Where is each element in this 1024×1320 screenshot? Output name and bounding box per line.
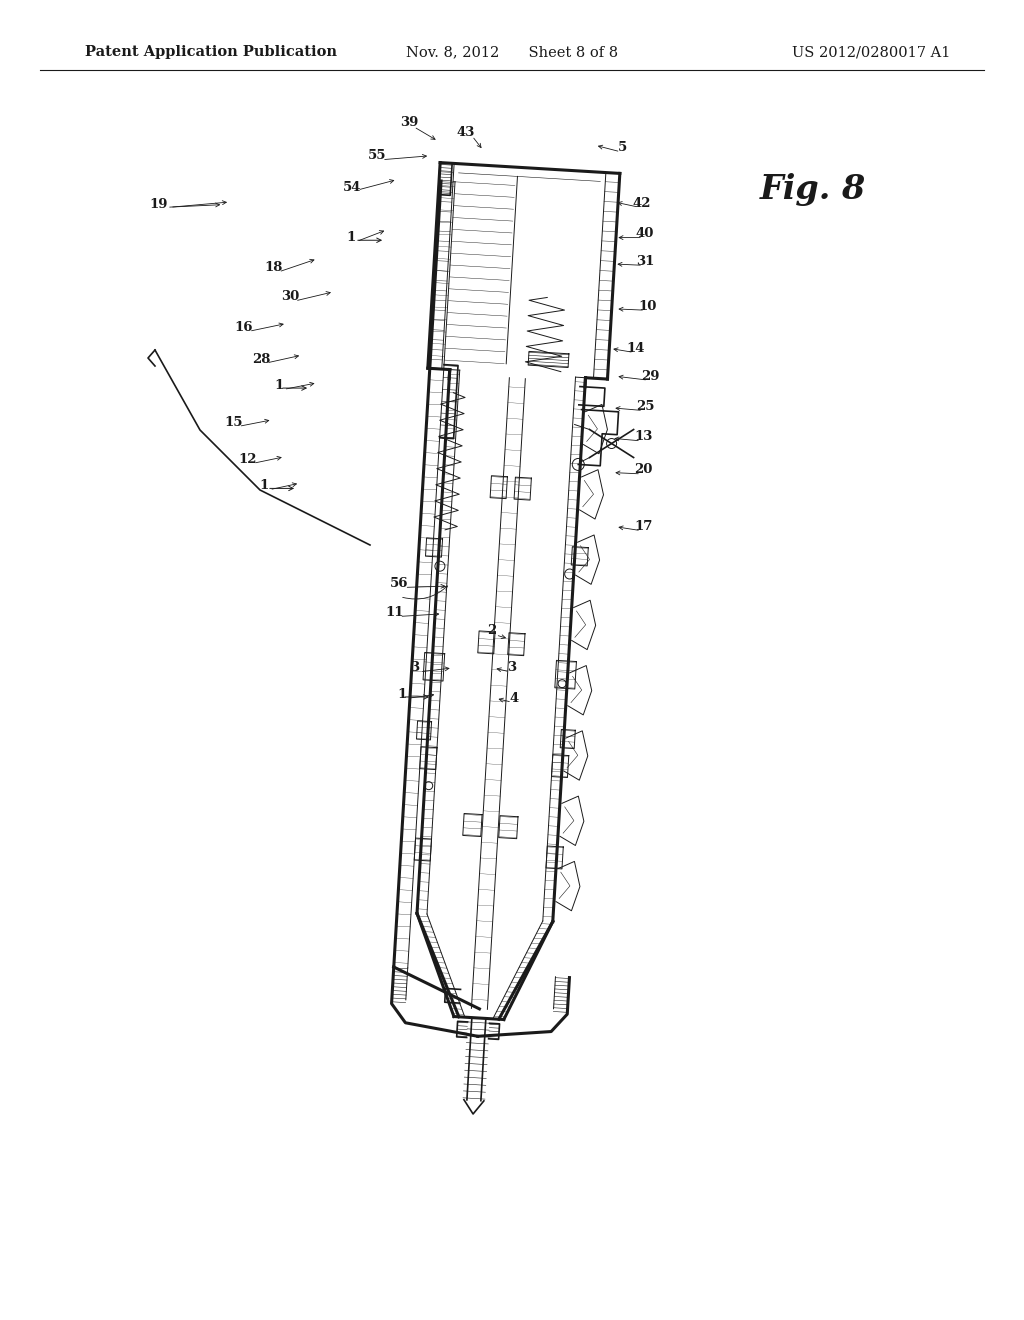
Text: 39: 39: [400, 116, 419, 129]
Text: 29: 29: [641, 370, 659, 383]
Text: 10: 10: [638, 300, 656, 313]
Text: US 2012/0280017 A1: US 2012/0280017 A1: [792, 45, 950, 59]
Text: 31: 31: [636, 255, 654, 268]
Text: 1: 1: [397, 688, 408, 701]
Text: 3: 3: [411, 661, 419, 675]
Text: 13: 13: [634, 430, 652, 444]
Text: 2: 2: [486, 624, 497, 638]
Text: 56: 56: [390, 577, 409, 590]
Text: 3: 3: [508, 661, 516, 675]
Text: 15: 15: [224, 416, 243, 429]
Text: 1: 1: [346, 231, 356, 244]
Text: 43: 43: [457, 125, 475, 139]
Text: Patent Application Publication: Patent Application Publication: [85, 45, 337, 59]
Text: 17: 17: [634, 520, 652, 533]
Text: 12: 12: [239, 453, 257, 466]
Text: 19: 19: [150, 198, 168, 211]
Text: 14: 14: [627, 342, 645, 355]
Text: 5: 5: [617, 141, 628, 154]
Text: 20: 20: [634, 463, 652, 477]
Text: 55: 55: [368, 149, 386, 162]
Text: 16: 16: [234, 321, 253, 334]
Text: 42: 42: [633, 197, 651, 210]
Text: 30: 30: [281, 290, 299, 304]
Text: Fig. 8: Fig. 8: [760, 173, 866, 206]
Text: 18: 18: [264, 261, 283, 275]
Text: 25: 25: [636, 400, 654, 413]
Text: 1: 1: [273, 379, 284, 392]
Text: 40: 40: [636, 227, 654, 240]
Text: 54: 54: [343, 181, 361, 194]
Text: 28: 28: [252, 352, 270, 366]
Text: Nov. 8, 2012  Sheet 8 of 8: Nov. 8, 2012 Sheet 8 of 8: [406, 45, 618, 59]
Text: 1: 1: [259, 479, 269, 492]
Text: 4: 4: [509, 692, 519, 705]
Text: 11: 11: [385, 606, 403, 619]
